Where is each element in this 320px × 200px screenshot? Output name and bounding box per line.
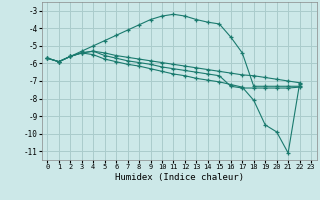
X-axis label: Humidex (Indice chaleur): Humidex (Indice chaleur) [115, 173, 244, 182]
